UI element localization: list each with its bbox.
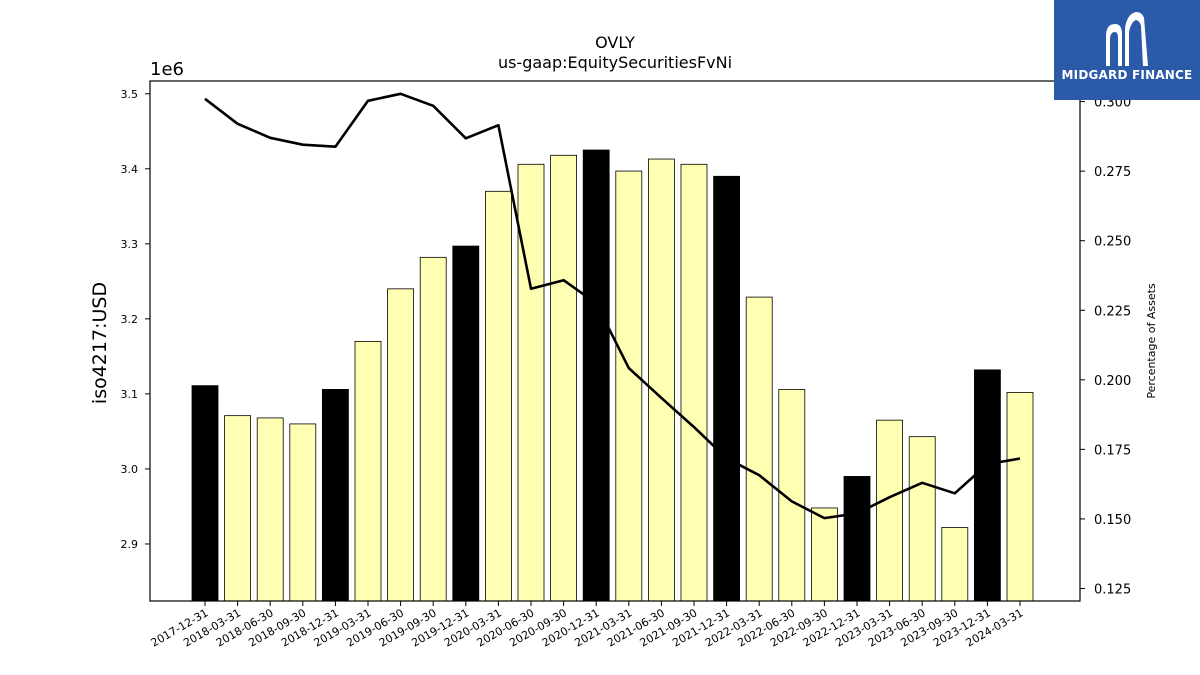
y2-tick-label: 0.150: [1094, 513, 1131, 528]
y-tick-label: 3.2: [121, 313, 139, 326]
logo-text: MIDGARD FINANCE: [1061, 68, 1193, 82]
plot-frame: [149, 80, 1081, 602]
y-axis-label: iso4217:USD: [89, 282, 111, 404]
bar-2020-09-30: [550, 154, 577, 602]
bar-2022-03-31: [745, 296, 773, 602]
y-offset-label: 1e6: [150, 59, 184, 80]
y-tick-label: 3.4: [121, 163, 139, 176]
bar-2019-03-31: [354, 340, 382, 602]
y-tick-label: 3.3: [121, 238, 139, 251]
y2-axis-label: Percentage of Assets: [1145, 283, 1158, 399]
pct-assets-line: [204, 92, 1021, 520]
bar-2022-12-31: [843, 476, 871, 602]
bar-2023-03-31: [876, 419, 903, 602]
chart-subtitle: us-gaap:EquitySecuritiesFvNi: [498, 53, 732, 72]
y2-tick-label: 0.125: [1094, 582, 1131, 597]
bar-2018-12-31: [321, 388, 349, 602]
bar-2021-12-31: [713, 175, 740, 602]
bar-2022-09-30: [811, 507, 838, 602]
y-tick-label: 3.1: [121, 388, 139, 401]
bar-2019-12-31: [452, 245, 480, 602]
bar-2020-06-30: [517, 163, 545, 602]
bar-2019-06-30: [387, 288, 415, 602]
bar-2023-09-30: [941, 527, 969, 602]
chart-title: OVLY: [595, 33, 635, 52]
brand-logo: MIDGARD FINANCE: [1054, 0, 1200, 100]
bar-2018-09-30: [289, 423, 317, 602]
y2-tick-label: 0.175: [1094, 443, 1131, 458]
y-tick-label: 3.5: [121, 88, 139, 101]
y2-tick-label: 0.275: [1094, 165, 1131, 180]
bar-2017-12-31: [191, 385, 219, 602]
bar-2021-09-30: [680, 163, 708, 602]
bar-2023-06-30: [908, 436, 936, 602]
bar-2023-12-31: [974, 369, 1001, 602]
bar-2020-12-31: [582, 149, 610, 602]
bar-2020-03-31: [484, 190, 512, 602]
bar-2018-03-31: [224, 415, 252, 602]
bar-2019-09-30: [419, 256, 447, 602]
y2-tick-label: 0.250: [1094, 235, 1131, 250]
bar-2024-03-31: [1006, 391, 1034, 602]
y2-tick-label: 0.225: [1094, 304, 1131, 319]
bar-2018-06-30: [256, 417, 284, 602]
logo-mark-icon: [1106, 12, 1148, 66]
y2-tick-label: 0.200: [1094, 374, 1131, 389]
bar-2021-03-31: [615, 170, 643, 602]
y-tick-label: 2.9: [121, 538, 139, 551]
bar-2021-06-30: [648, 158, 675, 602]
y-tick-label: 3.0: [121, 463, 139, 476]
